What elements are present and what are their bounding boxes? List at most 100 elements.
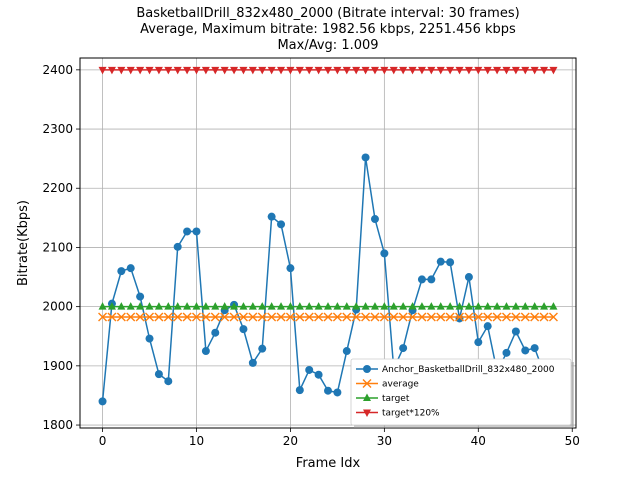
chart-title-line-3: Max/Avg: 1.009 xyxy=(277,38,378,53)
data-point xyxy=(361,312,371,322)
data-point xyxy=(258,302,267,310)
data-point xyxy=(511,312,521,322)
data-point xyxy=(285,312,295,322)
data-point xyxy=(201,66,210,75)
data-point xyxy=(107,66,116,75)
marker-stroke xyxy=(210,312,220,322)
legend-marker xyxy=(363,393,371,401)
marker-stroke xyxy=(257,312,267,322)
data-point xyxy=(304,312,314,322)
data-point xyxy=(164,302,173,310)
data-point xyxy=(445,312,455,322)
data-point xyxy=(464,302,473,310)
data-point xyxy=(173,66,182,75)
data-point xyxy=(417,66,426,75)
legend-box xyxy=(350,358,572,426)
data-point xyxy=(323,312,333,322)
data-point xyxy=(98,397,107,406)
data-point xyxy=(464,312,474,322)
marker-stroke xyxy=(98,312,108,322)
data-point xyxy=(352,66,361,75)
data-point xyxy=(502,348,511,357)
data-point xyxy=(201,302,210,310)
data-point xyxy=(436,302,445,310)
data-point xyxy=(436,312,446,322)
marker-stroke xyxy=(163,312,173,322)
marker-stroke xyxy=(267,312,277,322)
data-point xyxy=(126,66,135,75)
data-point xyxy=(305,365,314,374)
data-point xyxy=(324,386,332,395)
marker-stroke xyxy=(511,312,521,322)
legend: Anchor_BasketballDrill_832x480_2000avera… xyxy=(350,358,574,428)
legend-label: average xyxy=(382,380,419,390)
data-point xyxy=(154,312,164,322)
data-point xyxy=(455,66,464,75)
marker-stroke xyxy=(464,312,474,322)
legend-entry: Anchor_BasketballDrill_832x480_2000 xyxy=(356,365,555,375)
marker-stroke xyxy=(361,312,371,322)
data-point xyxy=(117,66,126,75)
marker-stroke xyxy=(238,312,248,322)
data-point xyxy=(455,302,464,310)
marker-stroke xyxy=(548,312,558,322)
marker-stroke xyxy=(539,312,549,322)
data-point xyxy=(511,66,520,75)
x-tick-label: 40 xyxy=(471,434,486,448)
data-point xyxy=(145,66,154,75)
y-tick-label: 2200 xyxy=(42,181,73,195)
marker-stroke xyxy=(116,312,126,322)
data-point xyxy=(370,312,380,322)
marker-stroke xyxy=(229,312,239,322)
data-point xyxy=(107,302,116,310)
data-point xyxy=(361,302,370,310)
x-tick-label: 30 xyxy=(377,434,392,448)
data-point xyxy=(201,347,210,356)
data-point xyxy=(530,344,539,353)
data-point xyxy=(436,66,445,75)
marker-stroke xyxy=(398,312,408,322)
series-1 xyxy=(98,312,558,322)
data-point xyxy=(455,314,464,323)
data-point xyxy=(173,302,182,310)
data-point xyxy=(183,227,192,236)
series-layer xyxy=(98,66,558,406)
data-point xyxy=(548,312,558,322)
data-point xyxy=(192,302,201,310)
data-point xyxy=(380,66,389,75)
marker-stroke xyxy=(135,312,145,322)
marker-stroke xyxy=(520,312,530,322)
data-point xyxy=(183,66,192,75)
data-point xyxy=(248,312,258,322)
marker-stroke xyxy=(314,312,324,322)
marker-stroke xyxy=(389,312,399,322)
data-point xyxy=(248,66,257,75)
data-point xyxy=(267,302,276,310)
data-point xyxy=(277,302,286,310)
data-point xyxy=(211,302,220,310)
data-point xyxy=(549,66,558,75)
marker-stroke xyxy=(473,312,483,322)
data-point xyxy=(474,302,483,310)
marker-stroke xyxy=(379,312,389,322)
data-point xyxy=(352,302,361,310)
marker-stroke xyxy=(417,312,427,322)
marker-stroke xyxy=(248,312,258,322)
data-point xyxy=(474,338,483,347)
data-point xyxy=(126,264,135,273)
data-point xyxy=(286,302,295,310)
data-point xyxy=(145,334,154,343)
marker-stroke xyxy=(323,312,333,322)
data-point xyxy=(530,302,539,310)
data-point xyxy=(511,302,520,310)
data-point xyxy=(333,66,342,75)
data-point xyxy=(380,249,389,258)
data-point xyxy=(295,302,304,310)
data-point xyxy=(248,358,257,367)
data-point xyxy=(333,302,342,310)
axis-ticks: 0 10 20 30 40 50 1800 1900 2000 2100 2200 2300 2400 xyxy=(42,63,579,448)
data-point xyxy=(379,312,389,322)
marker-stroke xyxy=(154,312,164,322)
data-point xyxy=(258,344,267,353)
data-point xyxy=(427,302,436,310)
